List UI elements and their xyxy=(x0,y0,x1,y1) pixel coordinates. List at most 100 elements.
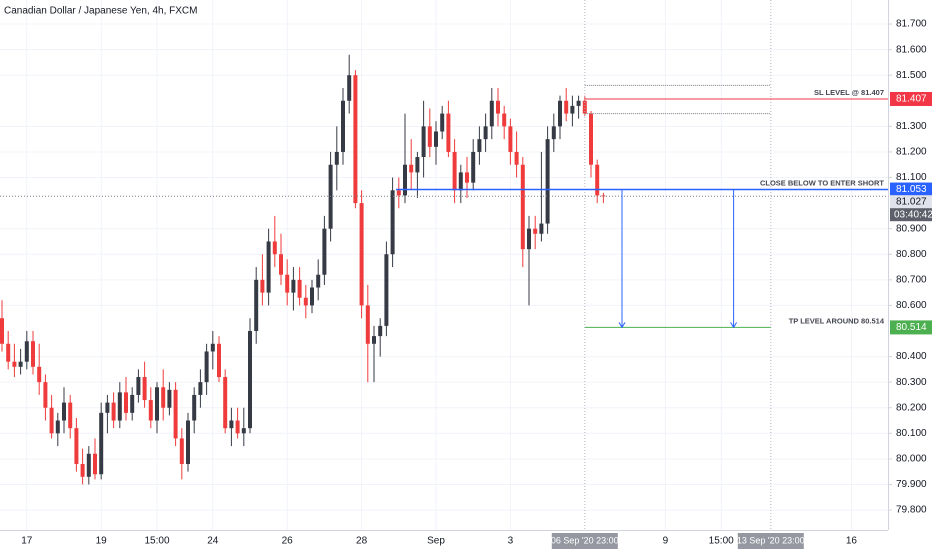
candle-body xyxy=(24,341,29,362)
candle-body xyxy=(502,113,507,127)
candle-body xyxy=(49,407,54,434)
current-price-label: 81.027 xyxy=(896,196,927,207)
candle-body xyxy=(210,343,215,352)
candle-body xyxy=(124,392,128,413)
candle-body xyxy=(254,279,259,331)
marker-label: 06 Sep '20 23:00 xyxy=(551,535,619,545)
x-tick-label: 15:00 xyxy=(144,536,169,547)
x-tick-label: 26 xyxy=(282,536,294,547)
candle-body xyxy=(266,241,271,293)
candle-body xyxy=(427,126,432,147)
candle-body xyxy=(365,305,370,344)
y-tick-label: 81.200 xyxy=(896,147,927,158)
candle-body xyxy=(80,464,85,477)
candle-body xyxy=(297,279,302,298)
candle-body xyxy=(217,343,221,378)
candle-body xyxy=(18,361,23,367)
candle-body xyxy=(279,254,283,275)
y-tick-label: 81.700 xyxy=(896,19,927,30)
marker-label-bg xyxy=(737,533,804,549)
candle-body xyxy=(74,428,79,465)
arrow-head xyxy=(730,322,738,329)
candle-body xyxy=(86,453,91,477)
candle-body xyxy=(458,172,463,191)
candle-body xyxy=(421,126,426,158)
candle-body xyxy=(539,223,544,234)
current-price-tag xyxy=(890,195,932,209)
candle-body xyxy=(248,330,252,429)
candle-body xyxy=(229,420,234,429)
price-tag-label: 81.053 xyxy=(896,184,927,195)
candle-body xyxy=(471,151,476,183)
candle-body xyxy=(452,151,457,191)
y-tick-label: 80.100 xyxy=(896,428,927,439)
candle-body xyxy=(130,394,135,413)
y-tick-label: 80.800 xyxy=(896,249,927,260)
candle-body xyxy=(68,402,73,429)
candle-body xyxy=(136,377,141,395)
y-tick-label: 81.100 xyxy=(896,172,927,183)
candle-body xyxy=(303,297,308,306)
candle-body xyxy=(390,190,395,255)
price-tag xyxy=(890,182,932,197)
candle-body xyxy=(161,387,166,408)
x-tick-label: 3 xyxy=(508,536,514,547)
candle-body xyxy=(0,318,4,344)
candle-body xyxy=(291,279,296,293)
candle-body xyxy=(260,279,265,293)
candle-body xyxy=(322,228,327,275)
y-tick-label: 80.000 xyxy=(896,454,927,465)
candle-body xyxy=(186,420,190,465)
y-tick-label: 81.500 xyxy=(896,70,927,81)
x-tick-label: 16 xyxy=(846,536,858,547)
y-tick-label: 79.900 xyxy=(896,479,927,490)
candle-body xyxy=(155,387,159,421)
candle-body xyxy=(62,402,66,421)
candle-body xyxy=(595,164,600,196)
candle-body xyxy=(372,336,376,344)
y-tick-label: 81.300 xyxy=(896,121,927,132)
candle-body xyxy=(483,126,488,140)
y-tick-label: 80.700 xyxy=(896,274,927,285)
x-tick-label: Sep xyxy=(427,536,445,547)
price-tag xyxy=(890,91,932,106)
candle-body xyxy=(142,377,147,401)
candle-body xyxy=(520,164,525,250)
y-tick-label: 80.300 xyxy=(896,377,927,388)
candle-body xyxy=(551,126,556,140)
candle-body xyxy=(117,392,122,421)
x-tick-label: 28 xyxy=(356,536,368,547)
candle-body xyxy=(446,113,451,152)
chart-title: Canadian Dollar / Japanese Yen, 4h, FXCM xyxy=(4,6,197,17)
candle-body xyxy=(310,287,314,306)
price-tag-label: 80.514 xyxy=(896,322,927,333)
candle-body xyxy=(396,190,401,196)
candle-body xyxy=(434,131,438,147)
x-tick-label: 9 xyxy=(663,536,669,547)
marker-label-bg xyxy=(551,533,618,549)
countdown-label: 03:40:42 xyxy=(894,209,932,220)
candle-body xyxy=(347,75,352,101)
candle-body xyxy=(173,389,178,439)
candle-body xyxy=(440,113,445,132)
candle-body xyxy=(415,157,420,173)
candle-body xyxy=(179,438,184,465)
countdown-tag xyxy=(890,208,932,222)
candle-body xyxy=(359,203,364,306)
candle-body xyxy=(384,254,389,326)
candle-body xyxy=(589,113,593,165)
x-tick-label: 24 xyxy=(207,536,219,547)
level-label: CLOSE BELOW TO ENTER SHORT xyxy=(760,179,884,188)
candle-body xyxy=(99,412,104,475)
candle-body xyxy=(508,126,513,152)
candle-body xyxy=(111,402,116,421)
candle-body xyxy=(316,274,321,288)
candle-body xyxy=(55,420,60,434)
candle-body xyxy=(12,361,17,367)
candle-body xyxy=(514,151,519,165)
candle-body xyxy=(545,139,550,224)
candle-body xyxy=(31,341,35,367)
candle-body xyxy=(353,75,358,204)
candle-body xyxy=(496,100,500,114)
